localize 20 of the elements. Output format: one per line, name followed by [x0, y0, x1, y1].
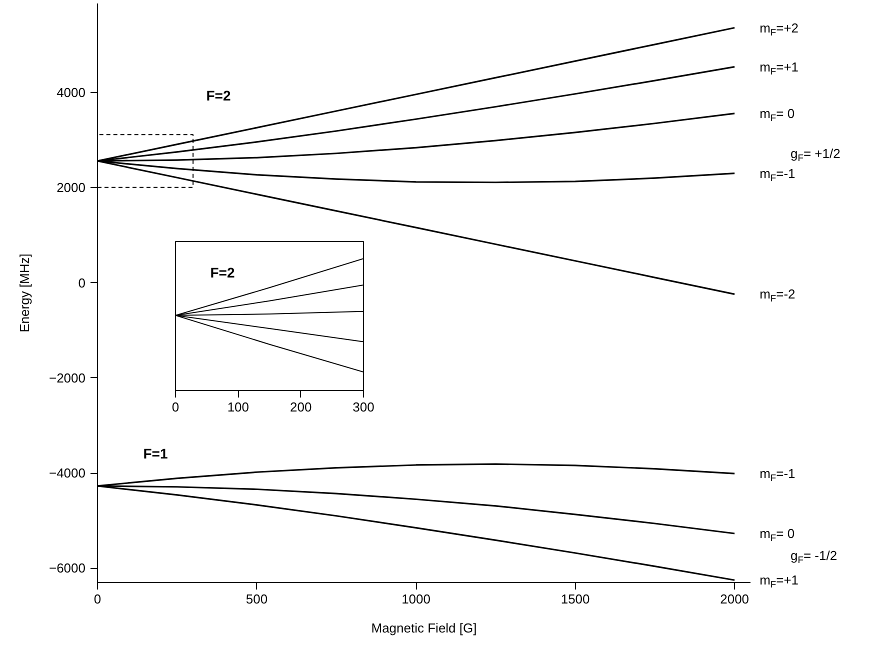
y-tick-label: −6000	[48, 560, 86, 576]
annotation: F=2	[210, 264, 235, 280]
x-tick-label: 1500	[560, 592, 590, 606]
annotation: F=1	[143, 446, 168, 462]
annotation: F=2	[206, 88, 231, 104]
y-tick-label: −2000	[48, 370, 86, 386]
x-axis-title: Magnetic Field [G]	[371, 620, 477, 636]
x-tick-label: 500	[246, 592, 268, 606]
y-tick-label: −4000	[48, 466, 86, 481]
y-tick-label: 0	[78, 275, 86, 290]
x-tick-label: 100	[227, 400, 250, 414]
x-tick-label: 0	[172, 400, 180, 414]
y-tick-label: 4000	[56, 84, 86, 100]
x-tick-label: 1000	[402, 592, 430, 606]
x-tick-label: 0	[94, 592, 102, 606]
y-tick-label: 2000	[56, 180, 86, 196]
x-tick-label: 200	[290, 400, 312, 414]
y-axis-title: Energy [MHz]	[16, 254, 32, 332]
x-tick-label: 2000	[720, 592, 750, 606]
x-tick-label: 300	[352, 400, 374, 414]
